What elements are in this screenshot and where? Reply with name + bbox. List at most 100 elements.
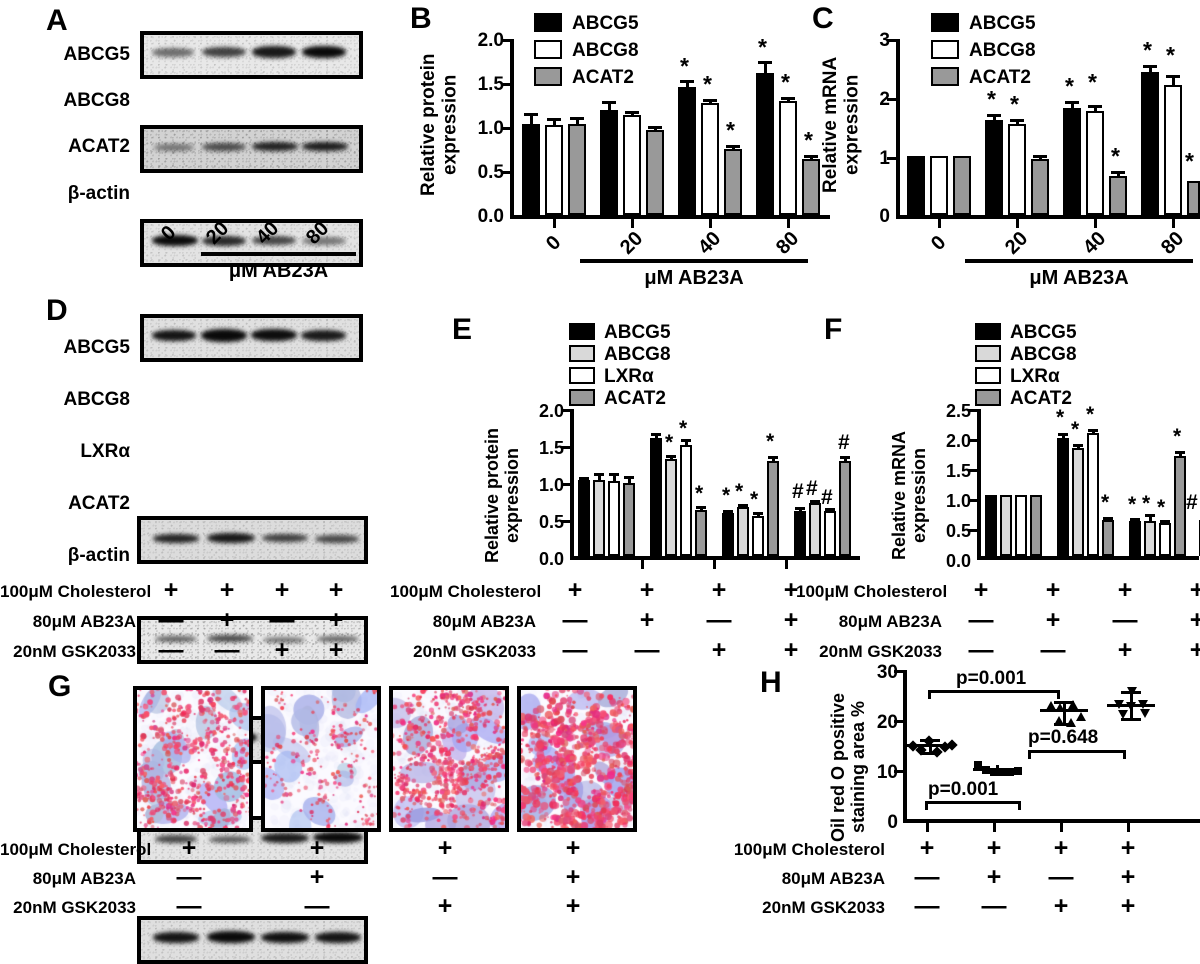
- condition-symbol: —: [1048, 863, 1074, 891]
- condition-symbol: +: [986, 863, 1002, 891]
- panel-a-blot: ABCG5 ABCG8 ACAT2 β-actin 0 20 40 80 μM …: [0, 0, 1200, 362]
- bar-abcg5-f1: [1057, 438, 1069, 556]
- error-bar: [1172, 75, 1175, 86]
- blot-strip-abcg8: [137, 616, 368, 664]
- y-tick: [968, 499, 977, 502]
- bar-lxra-e1: [680, 445, 692, 556]
- y-tick-label: 2.0: [945, 431, 971, 451]
- error-bar: [1094, 105, 1097, 112]
- error-cap: [609, 473, 619, 476]
- x-tick: [993, 823, 996, 832]
- condition-symbol: +: [309, 863, 325, 891]
- significance-marker: *: [1088, 69, 1097, 95]
- data-point: [1138, 700, 1148, 709]
- error-bar: [1179, 451, 1182, 457]
- legend-label-lxra: LXRα: [604, 366, 654, 387]
- dose-range-bar: [965, 259, 1193, 263]
- bar-lxra-f2: [1159, 523, 1171, 556]
- legend-swatch-abcg8: [534, 40, 562, 59]
- condition-symbol: +: [309, 834, 325, 862]
- error-bar: [799, 507, 802, 512]
- condition-symbol: +: [219, 606, 235, 634]
- data-point: [998, 768, 1006, 776]
- error-cap: [1058, 433, 1068, 436]
- error-cap: [1166, 75, 1180, 78]
- blot-row-label: ABCG8: [63, 90, 130, 111]
- condition-symbol: +: [783, 636, 799, 664]
- error-cap: [680, 80, 694, 83]
- data-point: [1006, 768, 1014, 776]
- error-bar: [772, 456, 775, 462]
- error-cap: [625, 111, 639, 114]
- bar-abcg5-2: [1063, 108, 1081, 215]
- error-cap: [1111, 171, 1125, 174]
- legend-swatch-acat2: [569, 389, 595, 406]
- blot-row-label: ABCG5: [63, 337, 130, 358]
- error-bar: [1071, 101, 1074, 109]
- bar-acat2-3: [802, 159, 820, 215]
- significance-marker: #: [792, 480, 804, 503]
- bar-abcg8-f1: [1072, 448, 1084, 556]
- condition-symbol: —: [706, 606, 732, 634]
- legend-swatch-acat2: [931, 67, 959, 86]
- blot-row-label: LXRα: [80, 441, 130, 462]
- error-bar: [700, 506, 703, 511]
- error-bar: [670, 455, 673, 460]
- error-cap: [810, 500, 820, 503]
- blot-strip-beta-actin: [140, 314, 363, 362]
- blot-row-label: ABCG5: [63, 44, 130, 65]
- condition-symbol: +: [639, 606, 655, 634]
- significance-marker: *: [1128, 493, 1137, 516]
- condition-label: 100μM Cholesterol: [0, 840, 152, 859]
- bar-abcg5-2: [678, 87, 696, 215]
- data-point: [1076, 712, 1086, 721]
- panel-b-x-axis-ext: [510, 215, 830, 219]
- blot-row-label: β-actin: [67, 183, 130, 204]
- panel-h-x-axis: [903, 819, 1200, 823]
- panel-c-group-label: μM AB23A: [1029, 267, 1129, 289]
- y-tick: [501, 171, 510, 174]
- significance-marker: *: [758, 34, 767, 60]
- data-point: [1046, 701, 1056, 710]
- bar-lxra-f1: [1087, 433, 1099, 556]
- condition-symbol: +: [163, 576, 179, 604]
- bar-abcg5-3: [1141, 72, 1159, 215]
- significance-marker: *: [726, 117, 735, 143]
- legend-label-abcg8: ABCG8: [969, 40, 1036, 61]
- y-tick-label: 0.5: [477, 162, 504, 183]
- condition-label: 80μM AB23A: [32, 612, 136, 631]
- bar-acat2-f2: [1174, 456, 1186, 556]
- condition-label: 80μM AB23A: [432, 612, 536, 631]
- bar-abcg5-0: [522, 124, 540, 215]
- bar-abcg8-f0: [1000, 495, 1012, 556]
- legend-label-abcg8: ABCG8: [572, 40, 639, 61]
- y-tick-label: 3: [879, 30, 890, 51]
- panel-e-y-axis: [570, 409, 574, 559]
- blot-row-label: ABCG8: [63, 389, 130, 410]
- p-bracket-1-3: [928, 690, 1060, 700]
- error-bar: [732, 145, 735, 150]
- panel-label-c: C: [812, 2, 834, 35]
- micrograph-4: [517, 686, 637, 832]
- x-tick: [785, 560, 788, 569]
- bar-acat2-e3: [839, 461, 851, 556]
- y-tick: [968, 409, 977, 412]
- bar-lxra-f0: [1015, 495, 1027, 556]
- y-tick-label: 0.0: [538, 549, 564, 569]
- y-tick: [894, 720, 903, 723]
- error-cap: [781, 97, 795, 100]
- y-tick: [968, 469, 977, 472]
- significance-marker: *: [1010, 91, 1019, 117]
- condition-symbol: +: [1045, 606, 1061, 634]
- error-cap: [696, 506, 706, 509]
- error-cap: [768, 456, 778, 459]
- sd-cap: [1054, 701, 1074, 704]
- y-tick-label: 2: [879, 89, 890, 110]
- y-tick: [968, 439, 977, 442]
- error-cap: [579, 477, 589, 480]
- condition-symbol: —: [562, 636, 588, 664]
- legend-label-abcg5: ABCG5: [604, 322, 671, 343]
- condition-symbol: +: [565, 892, 581, 920]
- blot-strip-beta-actin: [137, 916, 368, 964]
- data-point: [1114, 700, 1124, 709]
